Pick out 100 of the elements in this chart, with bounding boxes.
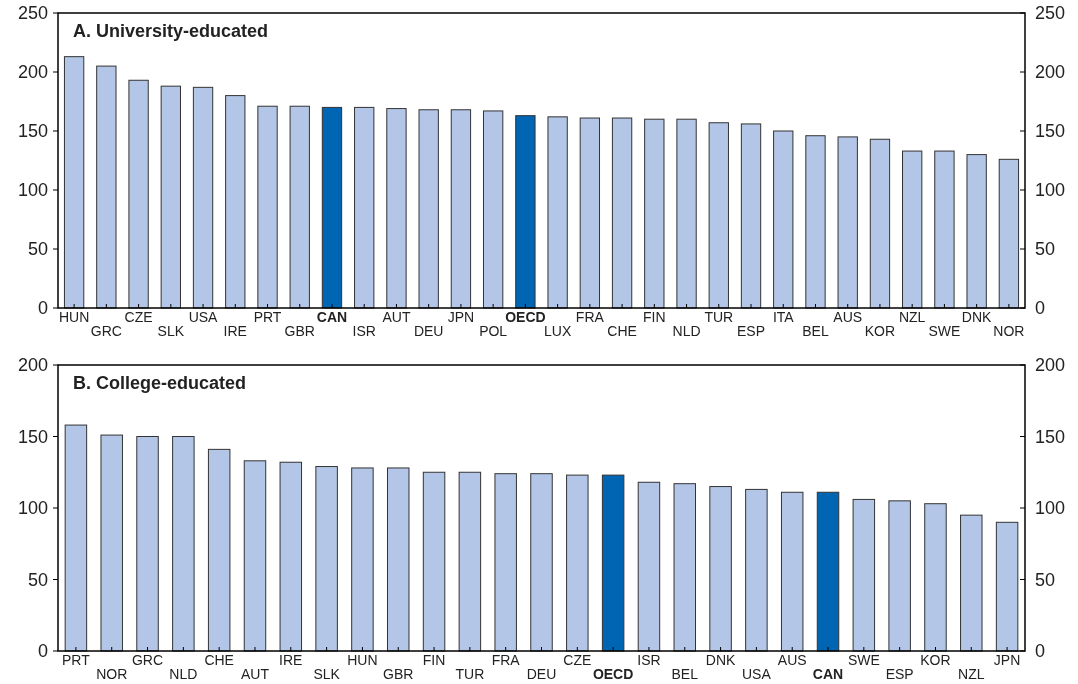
bar: [422, 471, 446, 652]
chart-title: A. University-educated: [73, 21, 269, 41]
bar: [998, 158, 1020, 309]
x-tick-label: SWE: [847, 652, 880, 668]
y-tick-label: 150: [17, 426, 48, 447]
bar: [482, 110, 504, 309]
y2-tick-label: 0: [1035, 641, 1046, 662]
y-tick-label: 50: [27, 569, 48, 590]
bar: [279, 461, 303, 652]
y2-tick-label: 200: [1035, 62, 1066, 83]
bar: [418, 109, 439, 309]
x-tick-label: USA: [188, 309, 219, 325]
y2-tick-label: 250: [1035, 3, 1066, 24]
x-tick-label: AUS: [777, 652, 807, 668]
y-tick-label: 200: [17, 62, 48, 83]
y2-tick-label: 100: [1035, 180, 1066, 201]
x-tick-label: NOR: [96, 666, 128, 682]
x-tick-label: AUS: [833, 309, 863, 325]
bar: [888, 500, 911, 652]
y-tick-label: 100: [17, 180, 48, 201]
x-tick-label: DEU: [413, 323, 444, 339]
x-tick-label: JPN: [993, 652, 1021, 668]
x-tick-label: DEU: [526, 666, 557, 682]
bar: [676, 118, 697, 309]
y2-tick-label: 150: [1035, 426, 1066, 447]
bar: [601, 474, 625, 652]
y-tick-label: 50: [27, 239, 48, 260]
y-tick-label: 250: [17, 3, 48, 24]
x-tick-label: TUR: [455, 666, 485, 682]
x-tick-label: PRT: [62, 652, 91, 668]
x-tick-label: ESP: [885, 666, 914, 682]
x-tick-label: SLK: [313, 666, 341, 682]
x-tick-label: CAN: [812, 666, 844, 682]
x-tick-label: CHE: [607, 323, 637, 339]
x-tick-label: FIN: [422, 652, 446, 668]
bar: [773, 130, 794, 309]
bar: [63, 56, 85, 309]
bar: [995, 521, 1019, 652]
y2-tick-label: 50: [1035, 569, 1056, 590]
x-tick-label: FIN: [643, 309, 666, 325]
x-tick-label: DNK: [705, 652, 737, 668]
bar: [780, 491, 804, 652]
bar: [450, 109, 472, 309]
bar: [243, 460, 267, 652]
y2-tick-label: 100: [1035, 498, 1066, 519]
x-tick-label: ITA: [772, 309, 795, 325]
y-tick-label: 100: [17, 498, 48, 519]
x-tick-label: CAN: [316, 309, 348, 325]
bar: [100, 434, 123, 652]
bar: [225, 95, 246, 309]
bar: [673, 483, 696, 652]
bar: [934, 150, 955, 309]
bar: [966, 154, 987, 309]
y2-tick-label: 50: [1035, 239, 1056, 260]
bar: [494, 473, 517, 652]
bar: [515, 115, 536, 309]
x-tick-label: PRT: [253, 309, 282, 325]
bar: [315, 466, 338, 652]
bar: [611, 117, 633, 309]
x-tick-label: FRA: [491, 652, 521, 668]
x-tick-label: NOR: [993, 323, 1025, 339]
x-tick-label: GBR: [383, 666, 414, 682]
bar: [745, 488, 768, 652]
x-tick-label: CZE: [563, 652, 592, 668]
x-tick-label: NLD: [672, 323, 701, 339]
bar: [96, 65, 117, 309]
bar: [530, 473, 553, 652]
bar: [351, 467, 374, 652]
bar: [566, 474, 589, 652]
x-tick-label: ISR: [637, 652, 661, 668]
x-tick-label: POL: [479, 323, 508, 339]
bar: [321, 106, 343, 309]
x-tick-label: BEL: [802, 323, 829, 339]
y-tick-label: 150: [17, 121, 48, 142]
bar: [852, 498, 876, 652]
x-tick-label: ESP: [737, 323, 766, 339]
bar: [960, 514, 983, 652]
bar: [579, 117, 601, 309]
bar: [644, 118, 665, 309]
x-tick-label: TUR: [704, 309, 734, 325]
y-tick-label: 200: [17, 355, 48, 376]
bar: [740, 123, 762, 309]
bar: [805, 135, 826, 309]
x-tick-label: SWE: [928, 323, 961, 339]
bar: [924, 503, 947, 652]
y-tick-label: 0: [37, 298, 48, 319]
bar: [172, 436, 195, 652]
x-tick-label: NZL: [958, 666, 985, 682]
bar: [869, 138, 891, 309]
x-tick-label: HUN: [58, 309, 90, 325]
x-tick-label: GRC: [90, 323, 122, 339]
bar: [386, 108, 407, 309]
x-tick-label: JPN: [447, 309, 475, 325]
bar: [458, 471, 482, 652]
bar: [207, 448, 231, 652]
x-tick-label: USA: [741, 666, 772, 682]
chart-title: B. College-educated: [73, 373, 247, 393]
x-tick-label: IRE: [279, 652, 303, 668]
x-tick-label: DNK: [961, 309, 993, 325]
x-tick-label: HUN: [347, 652, 378, 668]
